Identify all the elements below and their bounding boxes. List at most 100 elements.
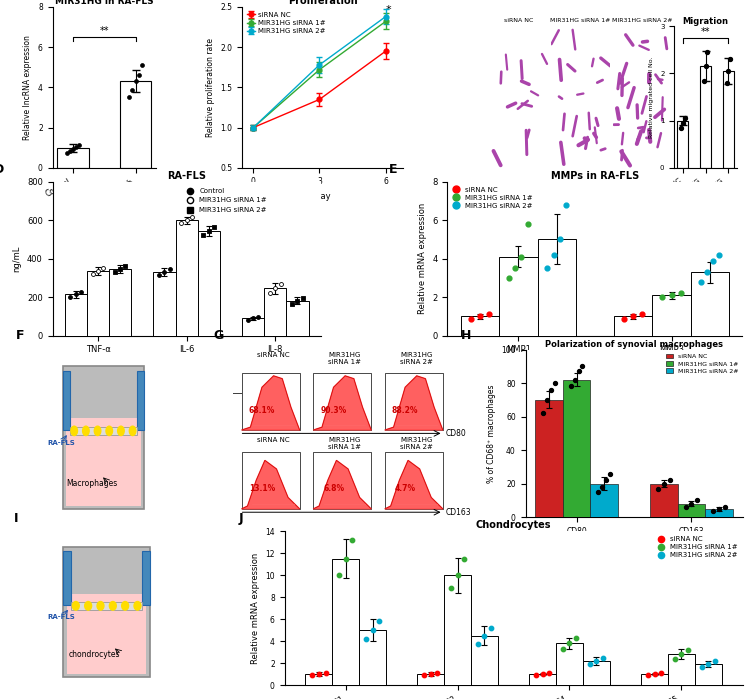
Text: siRNA NC: siRNA NC <box>257 352 290 358</box>
Text: MIR31HG
siRNA 2#: MIR31HG siRNA 2# <box>400 437 433 449</box>
Polygon shape <box>314 461 371 509</box>
Text: chondrocytes: chondrocytes <box>68 650 120 658</box>
Text: |: | <box>233 390 242 393</box>
Point <box>509 263 521 274</box>
Bar <box>536 400 563 517</box>
Text: Macrophages: Macrophages <box>66 480 117 488</box>
Bar <box>668 654 694 685</box>
Bar <box>332 559 359 685</box>
Point <box>123 92 135 103</box>
Point <box>286 298 298 310</box>
Bar <box>691 272 729 336</box>
Polygon shape <box>242 376 299 430</box>
Point <box>679 113 691 124</box>
Bar <box>314 452 371 509</box>
Point <box>709 655 721 666</box>
Point <box>538 408 550 419</box>
Text: MIR31HG
siRNA 1#: MIR31HG siRNA 1# <box>328 437 362 449</box>
Bar <box>385 373 442 430</box>
Bar <box>264 289 286 336</box>
Text: **: ** <box>100 26 109 36</box>
Title: Polarization of synovial macrophages: Polarization of synovial macrophages <box>545 340 723 349</box>
Text: MIR31HG
siRNA 1#: MIR31HG siRNA 1# <box>328 352 362 365</box>
Point <box>92 266 104 277</box>
Point <box>247 312 259 324</box>
Point <box>158 266 170 278</box>
Point <box>130 75 142 87</box>
Point <box>548 250 560 261</box>
Point <box>253 311 265 322</box>
Point <box>724 54 736 65</box>
Bar <box>556 643 583 685</box>
Point <box>452 570 464 581</box>
Circle shape <box>129 426 136 435</box>
Bar <box>70 426 137 435</box>
Point <box>197 229 209 240</box>
Text: 4.7%: 4.7% <box>394 484 416 493</box>
Point <box>70 141 82 152</box>
Bar <box>460 316 500 336</box>
Point <box>306 670 318 681</box>
Point <box>360 633 372 644</box>
Bar <box>66 418 141 505</box>
Point <box>521 218 533 229</box>
Text: 68.1%: 68.1% <box>249 405 275 415</box>
Circle shape <box>72 602 80 610</box>
Point <box>658 478 670 489</box>
Y-axis label: Relative migrated cell No.: Relative migrated cell No. <box>650 57 655 138</box>
Point <box>536 668 548 679</box>
Point <box>556 643 568 654</box>
Y-axis label: Relative mRNA expression: Relative mRNA expression <box>418 203 427 315</box>
Bar <box>500 257 538 336</box>
Point <box>530 670 542 681</box>
Y-axis label: Relative lncRNA expression: Relative lncRNA expression <box>23 35 32 140</box>
Point <box>458 553 470 564</box>
Point <box>269 283 281 294</box>
Point <box>713 503 725 514</box>
Point <box>542 394 554 405</box>
Bar <box>176 220 198 336</box>
Point <box>465 314 477 325</box>
Point <box>478 630 490 641</box>
Point <box>597 652 609 663</box>
Point <box>543 668 555 679</box>
Bar <box>723 71 734 168</box>
Legend: siRNA NC, MIR31HG siRNA 1#, MIR31HG siRNA 2#: siRNA NC, MIR31HG siRNA 1#, MIR31HG siRN… <box>656 535 739 560</box>
Bar <box>64 547 150 677</box>
Point <box>333 570 345 581</box>
Point <box>75 286 87 297</box>
Point <box>74 139 86 150</box>
Text: *: * <box>386 6 392 15</box>
Point <box>665 289 677 301</box>
Bar <box>286 301 308 336</box>
Circle shape <box>110 602 116 610</box>
Circle shape <box>118 426 124 435</box>
Text: 6.8%: 6.8% <box>323 484 344 493</box>
Bar <box>109 269 131 336</box>
Point <box>721 78 733 89</box>
Point <box>114 264 126 275</box>
Text: MIR31HG
siRNA 2#: MIR31HG siRNA 2# <box>400 352 433 365</box>
Bar <box>530 674 556 685</box>
Point <box>98 263 109 274</box>
Bar <box>242 373 299 430</box>
Point <box>694 276 706 287</box>
Point <box>340 553 352 564</box>
Bar <box>64 294 87 336</box>
Point <box>656 291 668 303</box>
Point <box>707 255 719 266</box>
Point <box>691 495 703 506</box>
Text: MIR31HG siRNA 2#: MIR31HG siRNA 2# <box>612 18 673 24</box>
Bar <box>71 602 142 610</box>
Bar <box>153 272 176 336</box>
Bar <box>471 635 498 685</box>
Text: CD80: CD80 <box>446 429 466 438</box>
Circle shape <box>106 426 112 435</box>
Text: siRNA NC: siRNA NC <box>257 437 290 442</box>
Point <box>242 314 254 325</box>
Point <box>431 668 443 679</box>
Point <box>563 637 575 649</box>
Point <box>297 292 309 303</box>
Circle shape <box>85 602 92 610</box>
Point <box>649 668 661 679</box>
